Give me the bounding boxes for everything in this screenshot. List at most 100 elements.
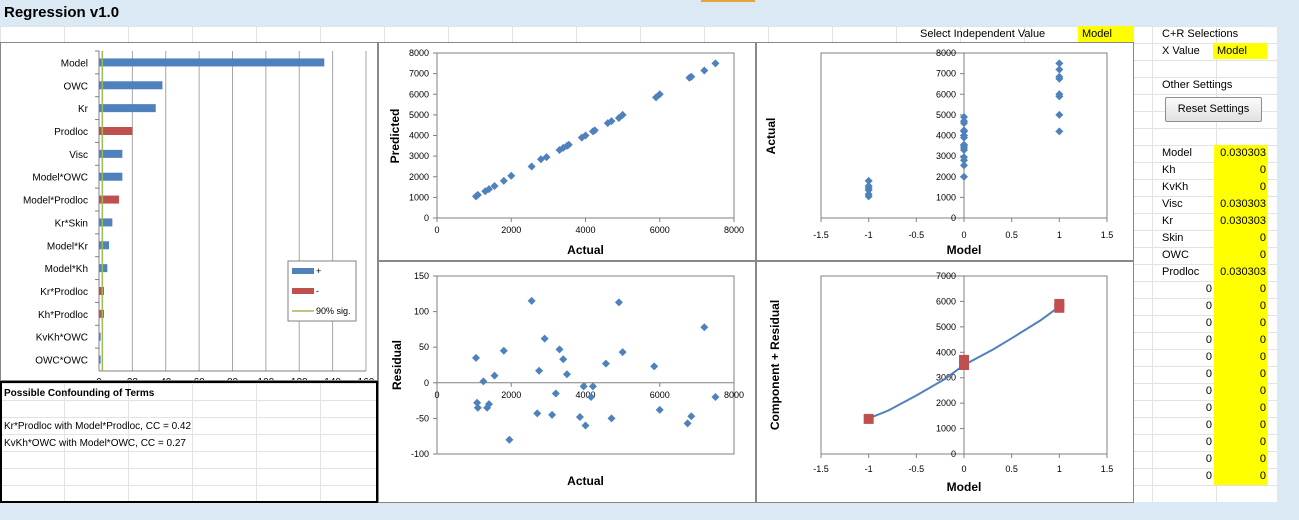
y-tick-label: 6000 bbox=[409, 89, 429, 99]
data-point bbox=[527, 296, 536, 305]
data-point bbox=[490, 371, 499, 380]
y-tick-label: 6000 bbox=[936, 89, 956, 99]
data-point bbox=[607, 414, 616, 423]
data-point bbox=[579, 382, 588, 391]
independent-value-cell[interactable] bbox=[1078, 26, 1134, 42]
coef-name: Kh bbox=[1162, 164, 1176, 176]
coef-value: 0 bbox=[1259, 181, 1266, 193]
coef-value-cell[interactable] bbox=[1214, 383, 1267, 400]
coef-value: 0 bbox=[1259, 470, 1266, 482]
data-point bbox=[687, 412, 696, 421]
coef-value-cell[interactable] bbox=[1214, 162, 1267, 179]
coef-value-cell[interactable] bbox=[1214, 417, 1267, 434]
effect-bar bbox=[99, 58, 325, 67]
effect-bar bbox=[99, 172, 123, 181]
coef-value-cell[interactable] bbox=[1214, 434, 1267, 451]
data-point bbox=[960, 172, 968, 181]
bottom-band bbox=[0, 502, 1299, 520]
category-label: Model*OWC bbox=[32, 173, 88, 184]
data-point bbox=[864, 176, 873, 185]
coef-value-cell[interactable] bbox=[1214, 196, 1267, 213]
coef-left-value: 0 bbox=[1205, 334, 1212, 346]
data-point bbox=[1055, 65, 1064, 74]
other-settings-title: Other Settings bbox=[1162, 79, 1233, 91]
effect-bar bbox=[99, 195, 120, 204]
data-point bbox=[960, 112, 968, 121]
data-point bbox=[864, 182, 873, 191]
coef-value-cell[interactable] bbox=[1214, 230, 1267, 247]
coef-value-cell[interactable] bbox=[1214, 298, 1267, 315]
independent-value: Model bbox=[1082, 28, 1112, 40]
y-tick-label: 2000 bbox=[409, 172, 429, 182]
coef-name: OWC bbox=[1162, 249, 1189, 261]
data-point bbox=[614, 298, 623, 307]
category-label: Model*Kh bbox=[45, 264, 88, 275]
confounding-line-2: KvKh*OWC with Model*OWC, CC = 0.27 bbox=[4, 438, 186, 449]
x-tick-label: 0 bbox=[96, 377, 102, 380]
coef-value-cell[interactable] bbox=[1214, 332, 1267, 349]
coef-value-cell[interactable] bbox=[1214, 179, 1267, 196]
coef-value: 0 bbox=[1259, 283, 1266, 295]
x-value-cell[interactable] bbox=[1213, 43, 1267, 59]
coef-value-cell[interactable] bbox=[1214, 264, 1267, 281]
data-point bbox=[581, 421, 590, 430]
data-point bbox=[564, 140, 573, 149]
y-tick-label: 2000 bbox=[936, 398, 956, 408]
data-point bbox=[618, 110, 627, 119]
coef-name: Visc bbox=[1162, 198, 1183, 210]
coef-value-cell[interactable] bbox=[1214, 281, 1267, 298]
coef-value: 0 bbox=[1259, 164, 1266, 176]
legend-label: - bbox=[316, 286, 319, 296]
coef-value-cell[interactable] bbox=[1214, 468, 1267, 485]
effect-bar bbox=[99, 104, 156, 113]
category-label: Kh*Prodloc bbox=[38, 310, 88, 321]
y-tick-label: 4000 bbox=[409, 131, 429, 141]
category-label: Model*Kr bbox=[47, 241, 89, 252]
data-point bbox=[473, 398, 482, 407]
x-tick-label: 0.5 bbox=[1005, 464, 1018, 474]
actual-vs-model-chart: -1.5 -1 -0.5 0 0.5 1 1.5 0 1000 2000 3000 4000 5000 6… bbox=[764, 48, 1113, 257]
reset-settings-button[interactable]: Reset Settings bbox=[1165, 97, 1262, 122]
coef-value: 0 bbox=[1259, 317, 1266, 329]
data-point bbox=[603, 119, 612, 128]
coef-name: Skin bbox=[1162, 232, 1184, 244]
coef-name: KvKh bbox=[1162, 181, 1189, 193]
coef-value-cell[interactable] bbox=[1214, 315, 1267, 332]
category-label: KvKh*OWC bbox=[36, 333, 88, 344]
coef-value-cell[interactable] bbox=[1214, 349, 1267, 366]
data-point bbox=[655, 405, 664, 414]
coef-name: Model bbox=[1162, 147, 1192, 159]
legend-swatch bbox=[292, 288, 314, 294]
confounding-line-1: Kr*Prodloc with Model*Prodloc, CC = 0.42 bbox=[4, 421, 192, 432]
data-point bbox=[1055, 127, 1064, 136]
category-label: Kr*Skin bbox=[55, 218, 88, 229]
data-point bbox=[527, 162, 536, 171]
predicted-actual-panel: 0 2000 4000 6000 8000 0 1000 2000 3000 4000 5000 60… bbox=[378, 42, 756, 261]
coef-value-cell[interactable] bbox=[1214, 400, 1267, 417]
data-point bbox=[864, 190, 873, 199]
cr-marker bbox=[959, 360, 969, 370]
x-tick-label: 4000 bbox=[575, 390, 595, 400]
coef-value-cell[interactable] bbox=[1214, 366, 1267, 383]
data-point bbox=[960, 153, 968, 162]
x-tick-label: 6000 bbox=[650, 390, 670, 400]
data-point bbox=[960, 161, 968, 170]
coef-value-cell[interactable] bbox=[1214, 451, 1267, 468]
x-tick-label: 0.5 bbox=[1005, 230, 1018, 240]
category-label: Visc bbox=[69, 150, 88, 161]
coef-value-cell[interactable] bbox=[1214, 145, 1267, 162]
right-scroll-band bbox=[1277, 26, 1299, 502]
coef-value-cell[interactable] bbox=[1214, 247, 1267, 264]
x-tick-label: 60 bbox=[194, 377, 206, 380]
legend-swatch bbox=[292, 268, 314, 274]
x-axis-title: Model bbox=[947, 243, 982, 257]
predicted-vs-actual-chart: 0 2000 4000 6000 8000 0 1000 2000 3000 4000 5000 60… bbox=[388, 48, 744, 257]
y-tick-label: 1000 bbox=[409, 192, 429, 202]
component-residual-chart: -1.5 -1 -0.5 0 0.5 1 1.50100020003000400050006… bbox=[768, 271, 1114, 494]
x-tick-label: 80 bbox=[227, 377, 239, 380]
coef-value-cell[interactable] bbox=[1214, 213, 1267, 230]
data-point bbox=[490, 182, 499, 191]
x-tick-label: -1 bbox=[865, 464, 873, 474]
y-tick-label: 2000 bbox=[936, 172, 956, 182]
x-tick-label: 1.5 bbox=[1101, 464, 1114, 474]
